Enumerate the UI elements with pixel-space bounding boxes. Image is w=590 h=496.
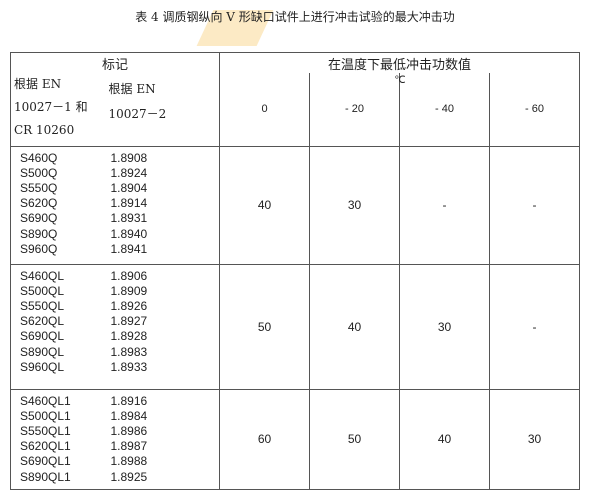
grade: S890QL bbox=[20, 344, 65, 359]
std1-line: 根据 EN bbox=[14, 77, 62, 91]
energy-value: 60 bbox=[219, 388, 311, 490]
table-caption: 表 4 调质钢纵向 V 形缺口试件上进行冲击试验的最大冲击功 bbox=[135, 10, 455, 24]
energy-value: - bbox=[489, 263, 581, 390]
material-number: 1.8988 bbox=[110, 454, 148, 469]
unit-label: ℃ bbox=[394, 75, 406, 86]
material-number: 1.8928 bbox=[110, 329, 148, 344]
table-row: S460QL S500QL S550QL S620QL S690QL S890Q… bbox=[10, 263, 581, 390]
material-number: 1.8909 bbox=[110, 283, 148, 298]
energy-value: 40 bbox=[399, 388, 491, 490]
material-number: 1.8941 bbox=[110, 241, 148, 256]
material-number-list: 1.8906 1.8909 1.8926 1.8927 1.8928 1.898… bbox=[107, 263, 221, 390]
grade: S620QL1 bbox=[20, 439, 71, 454]
temp-col-0: 0 bbox=[219, 73, 311, 147]
grade: S550Q bbox=[20, 180, 58, 195]
material-number: 1.8904 bbox=[110, 180, 148, 195]
temp-value: 0 bbox=[261, 103, 268, 116]
material-number: 1.8906 bbox=[110, 268, 148, 283]
grade: S500QL1 bbox=[20, 408, 71, 423]
grade: S550QL bbox=[20, 298, 65, 313]
energy-value: 50 bbox=[309, 388, 401, 490]
std1-line: 10027－1 和 bbox=[14, 100, 88, 114]
grade-list: S460Q S500Q S550Q S620Q S690Q S890Q S960… bbox=[10, 145, 108, 265]
material-number: 1.8940 bbox=[110, 226, 148, 241]
energy-value: 30 bbox=[489, 388, 581, 490]
energy-value: 30 bbox=[309, 145, 401, 265]
energy-value: 40 bbox=[219, 145, 311, 265]
material-number: 1.8986 bbox=[110, 423, 148, 438]
material-number: 1.8933 bbox=[110, 359, 148, 374]
energy-value: - bbox=[399, 145, 491, 265]
energy-value: 50 bbox=[219, 263, 311, 390]
temp-col-minus20: - 20 bbox=[309, 73, 401, 147]
table-row: S460QL1 S500QL1 S550QL1 S620QL1 S690QL1 … bbox=[10, 388, 581, 490]
material-number: 1.8931 bbox=[110, 211, 148, 226]
material-number-list: 1.8916 1.8984 1.8986 1.8987 1.8988 1.892… bbox=[107, 388, 221, 490]
std2-line: 10027－2 bbox=[108, 107, 167, 121]
grade-list: S460QL1 S500QL1 S550QL1 S620QL1 S690QL1 … bbox=[10, 388, 108, 490]
material-number: 1.8908 bbox=[110, 150, 148, 165]
impact-energy-table: 标记 在温度下最低冲击功数值 根据 EN 10027－1 和 CR 10260 … bbox=[9, 52, 581, 490]
standard-en10027-1-header: 根据 EN 10027－1 和 CR 10260 bbox=[10, 73, 108, 147]
header-row-1: 标记 在温度下最低冲击功数值 bbox=[9, 52, 581, 73]
grade: S960Q bbox=[20, 241, 58, 256]
energy-value: 40 bbox=[309, 263, 401, 390]
material-number: 1.8926 bbox=[110, 298, 148, 313]
grade: S550QL1 bbox=[20, 423, 71, 438]
designation-header: 标记 bbox=[9, 52, 221, 73]
material-number: 1.8925 bbox=[110, 469, 148, 484]
material-number: 1.8914 bbox=[110, 196, 148, 211]
std1-line: CR 10260 bbox=[14, 123, 75, 137]
std2-line: 根据 EN bbox=[108, 82, 156, 96]
temp-value: - 40 bbox=[435, 103, 454, 116]
grade-list: S460QL S500QL S550QL S620QL S690QL S890Q… bbox=[10, 263, 108, 390]
grade: S890QL1 bbox=[20, 469, 71, 484]
grade: S960QL bbox=[20, 359, 65, 374]
energy-value: 30 bbox=[399, 263, 491, 390]
temp-value: - 20 bbox=[345, 103, 364, 116]
material-number: 1.8916 bbox=[110, 393, 148, 408]
temp-col-minus60: - 60 bbox=[489, 73, 581, 147]
grade: S500Q bbox=[20, 165, 58, 180]
material-number: 1.8927 bbox=[110, 314, 148, 329]
grade: S500QL bbox=[20, 283, 65, 298]
grade: S620QL bbox=[20, 314, 65, 329]
temp-col-minus40: ℃ - 40 bbox=[394, 73, 491, 147]
energy-header: 在温度下最低冲击功数值 bbox=[219, 52, 581, 73]
standard-en10027-2-header: 根据 EN 10027－2 bbox=[107, 73, 221, 147]
material-number: 1.8924 bbox=[110, 165, 148, 180]
grade: S690QL1 bbox=[20, 454, 71, 469]
table-row: S460Q S500Q S550Q S620Q S690Q S890Q S960… bbox=[10, 145, 581, 265]
energy-value: - bbox=[489, 145, 581, 265]
material-number: 1.8984 bbox=[110, 408, 148, 423]
grade: S890Q bbox=[20, 226, 58, 241]
grade: S690QL bbox=[20, 329, 65, 344]
grade: S620Q bbox=[20, 196, 58, 211]
header-row-2: 根据 EN 10027－1 和 CR 10260 根据 EN 10027－2 0… bbox=[10, 73, 581, 147]
grade: S460QL bbox=[20, 268, 65, 283]
grade: S460QL1 bbox=[20, 393, 71, 408]
grade: S690Q bbox=[20, 211, 58, 226]
material-number-list: 1.8908 1.8924 1.8904 1.8914 1.8931 1.894… bbox=[107, 145, 221, 265]
grade: S460Q bbox=[20, 150, 58, 165]
temp-value: - 60 bbox=[525, 103, 544, 116]
material-number: 1.8987 bbox=[110, 439, 148, 454]
material-number: 1.8983 bbox=[110, 344, 148, 359]
